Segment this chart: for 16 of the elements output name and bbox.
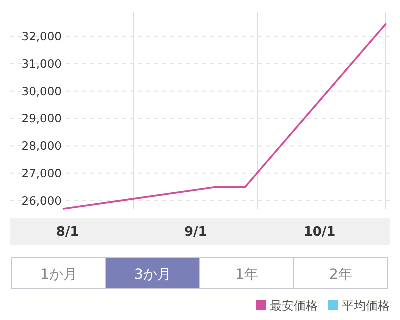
y-tick-label: 28,000: [22, 139, 62, 154]
y-tick-label: 29,000: [22, 112, 62, 126]
text: 1年: [236, 267, 258, 283]
text: 2年: [330, 267, 352, 283]
y-tick-label: 26,000: [22, 194, 62, 208]
text: 1か月: [40, 267, 78, 283]
legend-label: 最安価格: [270, 299, 318, 313]
text: 3か月: [134, 267, 172, 283]
x-tick-label: 8/1: [56, 225, 80, 240]
x-tick-label: 9/1: [184, 225, 208, 240]
y-tick-label: 30,000: [22, 84, 62, 98]
legend-label: 平均価格: [342, 299, 390, 313]
y-tick-label: 31,000: [22, 56, 62, 71]
y-tick-label: 32,000: [22, 30, 62, 44]
y-tick-label: 27,000: [22, 166, 62, 180]
x-tick-label: 10/1: [304, 225, 336, 240]
